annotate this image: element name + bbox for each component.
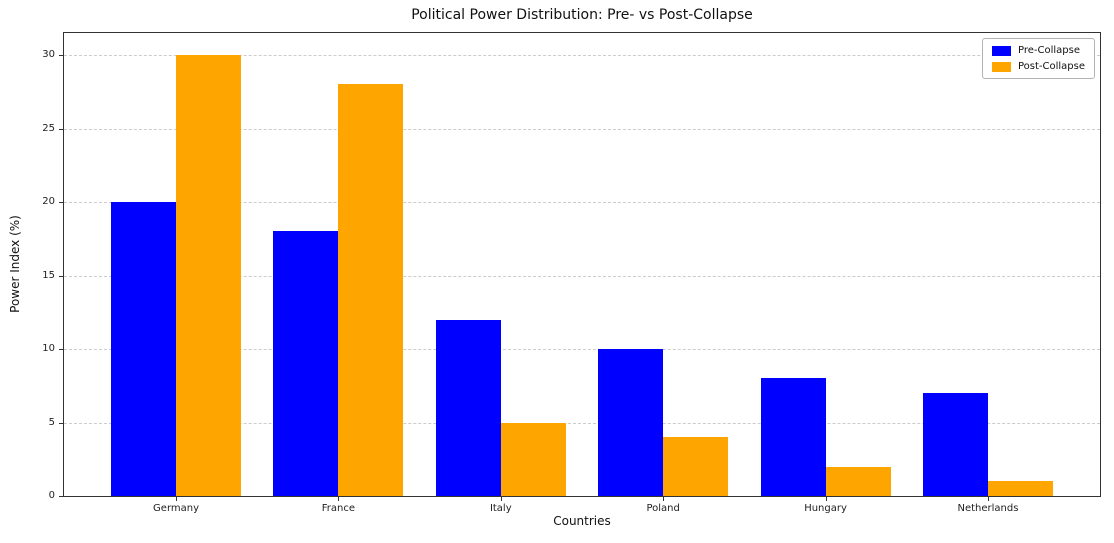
legend-item: Pre-Collapse [991,45,1085,56]
chart-title: Political Power Distribution: Pre- vs Po… [411,7,753,23]
gridline [64,202,1100,204]
bar [760,378,826,496]
y-tick-mark [59,349,63,351]
x-tick-label: France [321,503,356,514]
bar [338,84,404,496]
bar [176,55,241,496]
bar [435,319,501,496]
x-tick-mark [500,497,502,501]
y-tick-mark [59,55,63,57]
x-tick-mark [338,497,340,501]
legend-label: Pre-Collapse [1017,45,1080,56]
y-tick-label: 15 [42,269,55,281]
bar [111,202,177,496]
y-tick-label: 20 [42,196,55,208]
legend-swatch [991,45,1011,56]
bar [987,481,1053,496]
y-tick-label: 0 [48,490,55,501]
gridline [64,275,1100,277]
y-tick-label: 25 [42,122,55,134]
y-tick-mark [59,202,63,204]
legend-swatch [991,61,1011,72]
y-tick-label: 5 [48,416,55,428]
x-tick-mark [663,497,665,501]
gridline [64,422,1100,424]
x-tick-label: Germany [153,503,200,514]
bar [663,437,729,496]
x-axis-label: Countries [553,514,611,528]
x-tick-label: Hungary [804,503,847,514]
bar [825,466,891,496]
plot-area [63,32,1101,497]
y-tick-label: 30 [42,49,55,61]
gridline [64,55,1100,57]
x-tick-mark [176,497,178,501]
gridline [64,128,1100,130]
y-tick-mark [59,422,63,424]
bar [923,393,988,496]
y-tick-mark [59,496,63,497]
x-tick-label: Netherlands [957,503,1019,514]
x-tick-mark [825,497,827,501]
x-tick-label: Poland [646,503,680,514]
y-tick-mark [59,128,63,130]
gridline [64,349,1100,351]
bar [598,349,664,496]
y-axis-label: Power Index (%) [8,215,22,313]
legend-label: Post-Collapse [1017,61,1085,72]
legend: Pre-Collapse Post-Collapse [981,38,1095,79]
y-tick-mark [59,275,63,277]
x-tick-label: Italy [489,503,512,514]
legend-item: Post-Collapse [991,61,1085,72]
x-tick-mark [987,497,989,501]
bar [500,422,566,496]
bar [273,231,339,496]
y-tick-label: 10 [42,343,55,355]
